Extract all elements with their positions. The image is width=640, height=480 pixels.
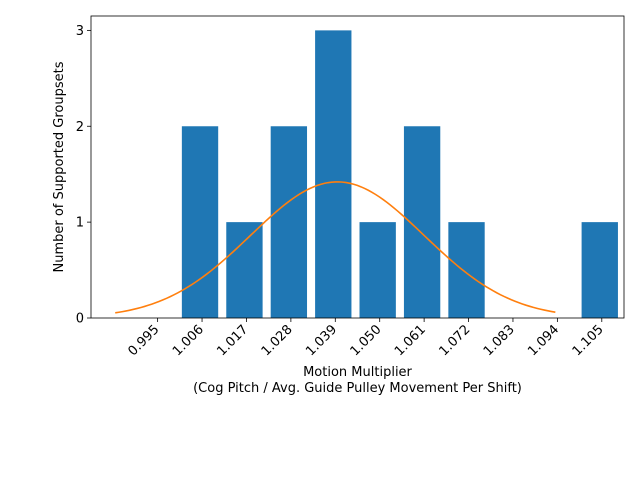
plot-frame [90, 15, 625, 319]
x-tick-label-6: 1.061 [392, 322, 429, 359]
bar-0 [181, 126, 219, 318]
fit-curve-line [115, 181, 556, 314]
x-tick-label-3: 1.028 [259, 322, 296, 359]
y-axis-label: Number of Supported Groupsets [52, 61, 67, 272]
x-tick-label-9: 1.094 [525, 322, 562, 359]
x-tick-label-7: 1.072 [436, 322, 473, 359]
bar-7 [581, 222, 618, 318]
x-tick-label-2: 1.017 [214, 322, 251, 359]
axes-frame [90, 15, 625, 319]
x-tick-label-4: 1.039 [303, 322, 340, 359]
bar-1 [226, 222, 263, 318]
y-tick-label-3: 3 [76, 24, 84, 39]
bar-6 [448, 222, 485, 318]
x-tick-label-10: 1.105 [570, 322, 607, 359]
bar-3 [315, 30, 352, 319]
x-tick-label-5: 1.050 [348, 322, 385, 359]
y-tick-label-1: 1 [76, 216, 84, 231]
x-axis-label-line-2: (Cog Pitch / Avg. Guide Pulley Movement … [193, 381, 522, 396]
bar-2 [270, 126, 308, 318]
bars-group [181, 30, 618, 319]
x-axis-label-line-1: Motion Multiplier [303, 365, 412, 380]
x-tick-label-1: 1.006 [170, 322, 207, 359]
y-tick-label-2: 2 [76, 120, 84, 135]
x-tick-label-0: 0.995 [126, 322, 163, 359]
x-tick-label-8: 1.083 [481, 322, 518, 359]
y-tick-label-0: 0 [76, 312, 84, 327]
y-ticks: 0 1 2 3 [76, 24, 91, 327]
bar-4 [359, 222, 396, 318]
x-ticks: 0.995 1.006 1.017 1.028 1.039 1.050 1.061 1.072… [126, 318, 607, 359]
